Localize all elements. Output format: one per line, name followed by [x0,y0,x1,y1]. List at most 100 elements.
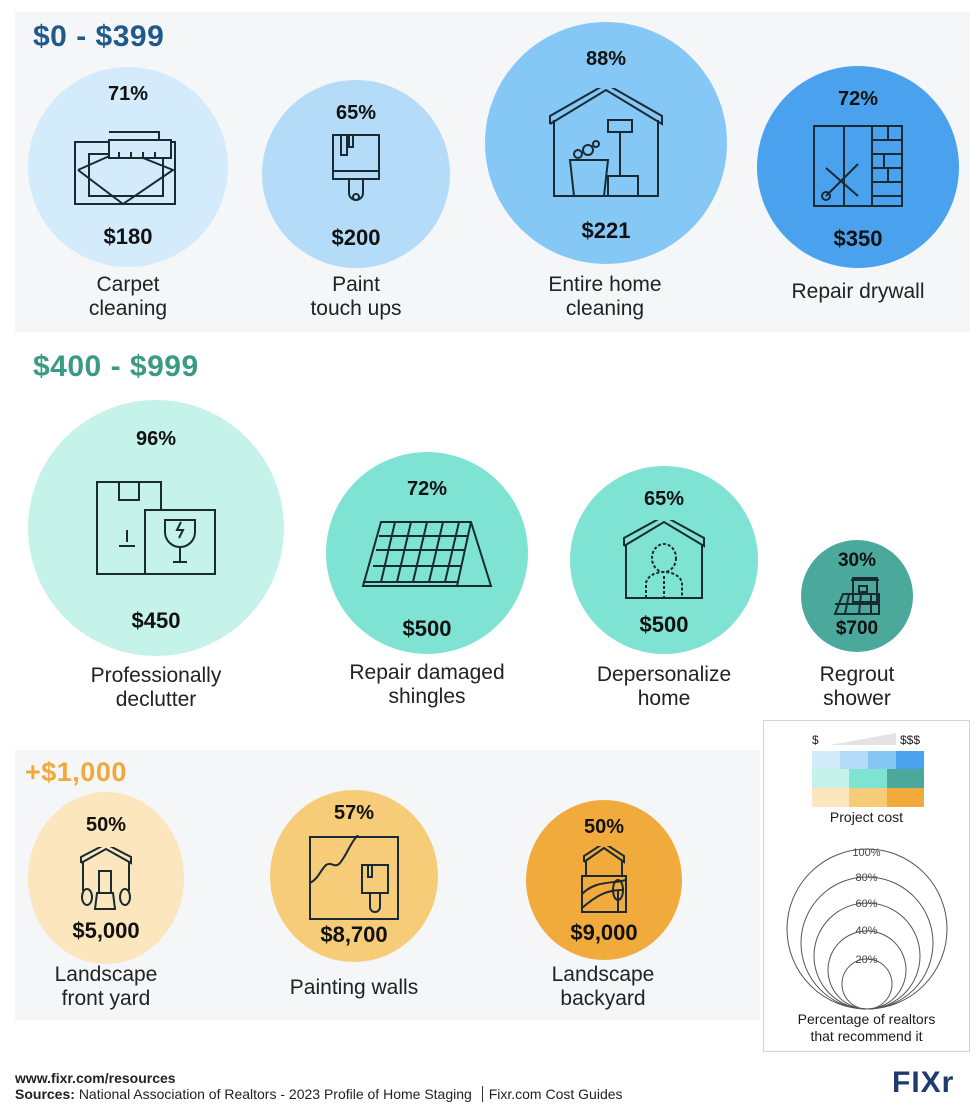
swatch [812,788,850,807]
cost-gradient-wedge [830,733,896,745]
legend-ring-title: Percentage of realtors that recommend it [764,1011,969,1045]
swatch [896,751,924,769]
pct-label: 65% [335,102,377,124]
ring-title-line-2: that recommend it [810,1028,923,1044]
ring-label-20: 20% [855,954,878,966]
item-label-repair-drywall: Repair drywall [768,280,948,304]
label-line-2: shower [823,687,891,710]
drywall-tools-icon [812,124,904,208]
price-label: $500 [639,612,689,637]
sources-text-2: Fixr.com Cost Guides [488,1086,623,1102]
sources-label: Sources: [15,1086,75,1102]
bubble-landscape-front-yard: 50% $5,000 [28,792,184,964]
label-line-2: shingles [388,685,466,708]
label-line-2: cleaning [565,297,645,320]
price-label: $180 [103,224,153,249]
label-line-1: Painting walls [289,976,419,999]
ring-size-legend [786,848,948,1010]
bubble-paint-touch-ups: 65% $200 [262,80,450,268]
swatch [812,751,840,769]
price-label: $221 [581,218,631,243]
price-label: $200 [331,225,381,250]
ring-label-100: 100% [852,847,881,859]
label-line-2: home [637,687,691,710]
fixr-logo: FIXr [892,1066,955,1099]
item-label-landscape-front-yard: Landscape front yard [26,963,186,1011]
house-person-icon [622,520,706,600]
swatch [812,769,850,788]
ring-label-40: 40% [855,925,878,937]
section-title-mid: $400 - $999 [33,350,199,383]
paintbrush-icon [331,133,381,208]
bubble-regrout-shower: 30% $700 [801,540,913,652]
carpet-brush-icon [73,122,183,207]
label-line-2: front yard [61,987,151,1010]
backyard-icon [580,846,628,914]
pct-label: 65% [643,488,685,510]
label-line-1: Repair drywall [791,280,925,303]
ring-label-60: 60% [855,898,878,910]
item-label-carpet-cleaning: Carpet cleaning [48,273,208,321]
bubble-painting-walls: 57% $8,700 [270,790,438,962]
roof-shingles-icon [361,520,493,590]
bubble-depersonalize-home: 65% $500 [570,466,758,654]
bubble-landscape-backyard: 50% $9,000 [526,800,682,960]
swatch [886,769,924,788]
item-label-regrout-shower: Regrout shower [787,663,927,711]
label-line-1: Regrout [819,663,895,686]
price-label: $5,000 [72,918,140,943]
price-label: $450 [131,608,181,633]
price-label: $350 [833,226,883,251]
house-cleaning-icon [548,88,664,200]
label-line-1: Paint [332,273,380,296]
label-line-1: Carpet [96,273,160,296]
footer-url: www.fixr.com/resources [15,1070,176,1086]
swatch [840,751,868,769]
item-label-paint-touch-ups: Paint touch ups [276,273,436,321]
label-line-1: Repair damaged [349,661,505,684]
pct-label: 72% [837,88,879,110]
bubble-entire-home-cleaning: 88% $221 [485,22,727,264]
bubble-repair-drywall: 72% $350 [757,66,959,268]
legend-cost-low: $ [812,733,819,747]
boxes-icon [95,480,217,576]
price-label: $700 [835,618,879,639]
ring-label-80: 80% [855,872,878,884]
cost-swatch-grid [812,751,924,807]
item-label-painting-walls: Painting walls [264,976,444,1000]
section-title-low: $0 - $399 [33,20,165,53]
item-label-professionally-declutter: Professionally declutter [66,664,246,712]
swatch-row-orange [812,788,924,807]
sources-divider [481,1086,483,1102]
swatch [886,788,924,807]
label-line-1: Depersonalize [596,663,732,686]
label-line-2: backyard [560,987,646,1010]
tile-grout-icon [833,576,881,616]
footer-sources: Sources: National Association of Realtor… [15,1086,623,1102]
pct-label: 57% [333,802,375,824]
pct-label: 71% [107,83,149,105]
front-yard-icon [79,847,133,911]
legend-cost-high: $$$ [900,733,921,747]
bubble-carpet-cleaning: 71% $180 [28,67,228,267]
item-label-landscape-backyard: Landscape backyard [523,963,683,1011]
label-line-2: cleaning [88,297,168,320]
pct-label: 30% [837,550,877,571]
pct-label: 50% [85,814,127,836]
label-line-2: declutter [115,688,197,711]
label-line-1: Landscape [54,963,158,986]
ring-title-line-1: Percentage of realtors [797,1011,936,1027]
bubble-professionally-declutter: 96% $450 [28,400,284,656]
wall-paint-icon [308,835,400,921]
label-line-1: Professionally [90,664,222,687]
item-label-entire-home-cleaning: Entire home cleaning [525,273,685,321]
label-line-1: Entire home [548,273,662,296]
swatch-row-teal [812,769,924,788]
swatch [868,751,896,769]
label-line-2: touch ups [310,297,402,320]
price-label: $9,000 [570,920,638,945]
pct-label: 88% [585,48,627,70]
label-line-1: Landscape [551,963,655,986]
price-label: $500 [402,616,452,641]
bubble-repair-damaged-shingles: 72% $500 [326,452,528,654]
